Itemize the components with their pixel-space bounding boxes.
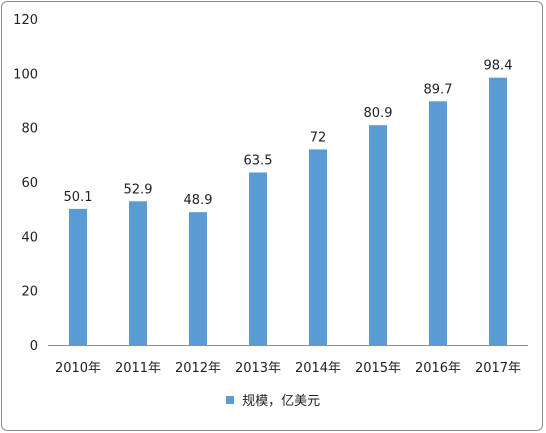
x-tick-label: 2014年 — [295, 361, 341, 376]
legend: 规模，亿美元 — [0, 390, 546, 409]
data-label: 48.9 — [184, 193, 213, 208]
y-tick-label: 60 — [21, 176, 38, 191]
bar — [369, 125, 387, 345]
bar — [69, 208, 87, 345]
bar — [249, 172, 267, 345]
y-tick-label: 40 — [21, 230, 38, 245]
x-tick-label: 2016年 — [415, 361, 461, 376]
legend-swatch — [225, 395, 234, 404]
data-label: 50.1 — [64, 190, 93, 205]
data-label: 89.7 — [424, 82, 453, 97]
x-tick-label: 2013年 — [235, 361, 281, 376]
x-tick-label: 2010年 — [55, 361, 101, 376]
bar — [189, 212, 207, 345]
y-tick-label: 0 — [30, 339, 38, 354]
y-tick-label: 20 — [21, 285, 38, 300]
bar — [129, 201, 147, 345]
data-label: 80.9 — [364, 106, 393, 121]
x-tick-label: 2011年 — [115, 361, 161, 376]
bar — [429, 101, 447, 345]
data-label: 63.5 — [244, 153, 273, 168]
legend-label: 规模，亿美元 — [242, 394, 321, 409]
x-axis-ticks: 2010年 2011年 2012年 2013年 2014年 2015年 2016年 2017年 — [55, 361, 521, 376]
y-tick-label: 80 — [21, 122, 38, 137]
data-label: 98.4 — [484, 59, 513, 74]
data-labels: 50.1 52.9 48.9 63.5 72 80.9 89.7 98.4 — [64, 59, 513, 208]
x-tick-label: 2015年 — [355, 361, 401, 376]
x-tick-label: 2017年 — [475, 361, 521, 376]
data-label: 72 — [310, 130, 327, 145]
y-tick-label: 100 — [13, 67, 38, 82]
x-tick-label: 2012年 — [175, 361, 221, 376]
y-tick-label: 120 — [13, 13, 38, 28]
y-axis-ticks: 0 20 40 60 80 100 120 — [13, 13, 38, 354]
bar — [489, 77, 507, 346]
bars — [69, 77, 507, 346]
bar — [309, 149, 327, 345]
data-label: 52.9 — [124, 182, 153, 197]
